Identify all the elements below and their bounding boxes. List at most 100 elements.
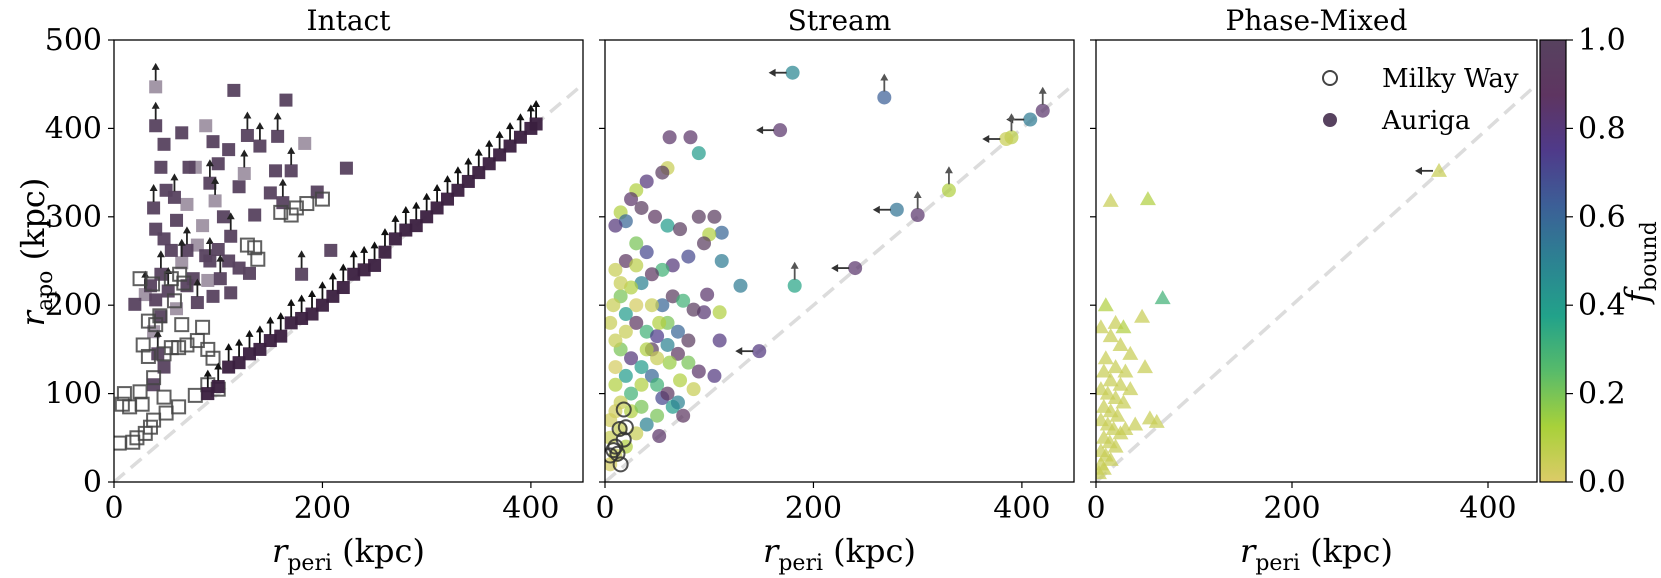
colorbar: 0.0 0.2 0.4 0.6 0.8 1.0 fbound bbox=[1539, 23, 1661, 500]
data-point-auriga bbox=[662, 355, 677, 370]
data-point-auriga bbox=[441, 192, 455, 206]
reference-line bbox=[605, 82, 1074, 482]
limit-arrow bbox=[255, 122, 264, 141]
data-point-auriga bbox=[1139, 191, 1156, 206]
data-point-auriga bbox=[1107, 359, 1124, 374]
data-point-auriga bbox=[652, 429, 667, 444]
legend-label: Auriga bbox=[1381, 106, 1470, 136]
data-point-auriga bbox=[430, 201, 444, 215]
data-point-auriga bbox=[149, 119, 163, 133]
data-point-auriga bbox=[681, 249, 696, 264]
data-point-milky-way bbox=[142, 419, 158, 435]
data-point-milky-way bbox=[314, 191, 330, 207]
data-point-auriga bbox=[1117, 363, 1134, 378]
data-point-milky-way bbox=[114, 435, 127, 451]
x-tick-label: 200 bbox=[294, 491, 351, 526]
data-point-auriga bbox=[190, 296, 204, 310]
legend: Milky Way Auriga bbox=[1322, 64, 1519, 136]
data-point-auriga bbox=[154, 310, 168, 324]
data-point-auriga bbox=[1117, 420, 1134, 435]
data-point-auriga bbox=[170, 302, 184, 316]
x-axis-label: rperi (kpc) bbox=[272, 532, 425, 576]
data-point-auriga bbox=[284, 164, 298, 178]
data-point-milky-way bbox=[166, 293, 182, 309]
data-point-milky-way bbox=[187, 387, 203, 403]
data-point-auriga bbox=[629, 236, 644, 251]
data-point-auriga bbox=[624, 192, 639, 207]
data-point-auriga bbox=[608, 360, 623, 375]
limit-arrow bbox=[276, 312, 285, 331]
plot-area bbox=[114, 62, 583, 482]
limit-arrow bbox=[982, 135, 1001, 144]
panel-title: Phase-Mixed bbox=[1226, 4, 1408, 37]
data-point-auriga bbox=[639, 245, 654, 260]
limit-arrow bbox=[443, 175, 452, 194]
limit-arrow bbox=[149, 183, 158, 202]
data-point-milky-way bbox=[171, 399, 187, 415]
y-tick-label: 200 bbox=[45, 288, 102, 323]
data-point-auriga bbox=[253, 139, 267, 153]
data-point-auriga bbox=[224, 229, 238, 243]
data-point-auriga bbox=[714, 254, 729, 268]
limit-arrow bbox=[177, 238, 186, 257]
colorbar-label: fbound bbox=[1618, 221, 1661, 305]
limit-arrow bbox=[235, 338, 244, 357]
data-point-auriga bbox=[149, 293, 163, 307]
data-point-auriga bbox=[697, 236, 712, 251]
limit-arrow bbox=[278, 178, 287, 197]
data-point-auriga bbox=[201, 273, 215, 287]
panel-title: Intact bbox=[307, 4, 392, 37]
y-tick-label: 400 bbox=[45, 111, 102, 146]
limit-arrow bbox=[453, 166, 462, 185]
data-point-auriga bbox=[157, 137, 171, 151]
limit-arrow bbox=[485, 139, 494, 158]
data-point-auriga bbox=[650, 377, 665, 392]
data-point-milky-way bbox=[179, 337, 195, 353]
data-point-auriga bbox=[624, 386, 639, 401]
data-point-auriga bbox=[889, 202, 904, 217]
data-point-auriga bbox=[529, 117, 543, 131]
data-point-auriga bbox=[167, 190, 181, 204]
data-point-auriga bbox=[634, 360, 649, 375]
data-point-auriga bbox=[707, 368, 722, 383]
data-point-auriga bbox=[634, 399, 649, 414]
data-point-auriga bbox=[650, 351, 665, 366]
data-point-auriga bbox=[644, 267, 659, 282]
limit-arrow bbox=[182, 226, 191, 245]
data-point-auriga bbox=[605, 315, 618, 330]
data-point-auriga bbox=[1115, 319, 1132, 334]
data-point-auriga bbox=[324, 243, 338, 257]
colorbar-tick-label: 0.6 bbox=[1578, 200, 1626, 235]
data-point-auriga bbox=[482, 157, 496, 171]
data-point-auriga bbox=[472, 166, 486, 180]
data-point-auriga bbox=[263, 186, 277, 200]
data-point-auriga bbox=[242, 347, 256, 361]
data-point-auriga bbox=[691, 146, 706, 161]
data-point-auriga bbox=[1107, 314, 1124, 329]
data-point-auriga bbox=[1096, 319, 1109, 334]
data-point-auriga bbox=[409, 219, 423, 233]
x-tick-label: 200 bbox=[1263, 491, 1320, 526]
data-point-auriga bbox=[787, 278, 802, 293]
x-axis-label: rperi (kpc) bbox=[763, 532, 916, 576]
data-point-auriga bbox=[206, 135, 220, 149]
data-point-milky-way bbox=[247, 240, 263, 256]
legend-label: Milky Way bbox=[1382, 64, 1519, 94]
data-point-milky-way bbox=[611, 420, 628, 437]
data-point-auriga bbox=[660, 386, 675, 401]
colorbar-ticks: 0.0 0.2 0.4 0.6 0.8 1.0 bbox=[1566, 23, 1626, 500]
data-point-milky-way bbox=[200, 341, 216, 357]
data-point-auriga bbox=[691, 364, 706, 379]
limit-arrow bbox=[255, 325, 264, 344]
colorbar-gradient bbox=[1539, 39, 1567, 483]
limit-arrow bbox=[380, 228, 389, 247]
data-point-auriga bbox=[1096, 363, 1112, 378]
data-point-auriga bbox=[451, 183, 465, 197]
x-axis-label: rperi (kpc) bbox=[1240, 532, 1393, 576]
data-point-auriga bbox=[714, 225, 729, 240]
data-point-auriga bbox=[347, 267, 361, 281]
limit-arrow bbox=[756, 126, 775, 135]
y-tick-label: 100 bbox=[45, 377, 102, 412]
limit-arrow bbox=[360, 245, 369, 264]
